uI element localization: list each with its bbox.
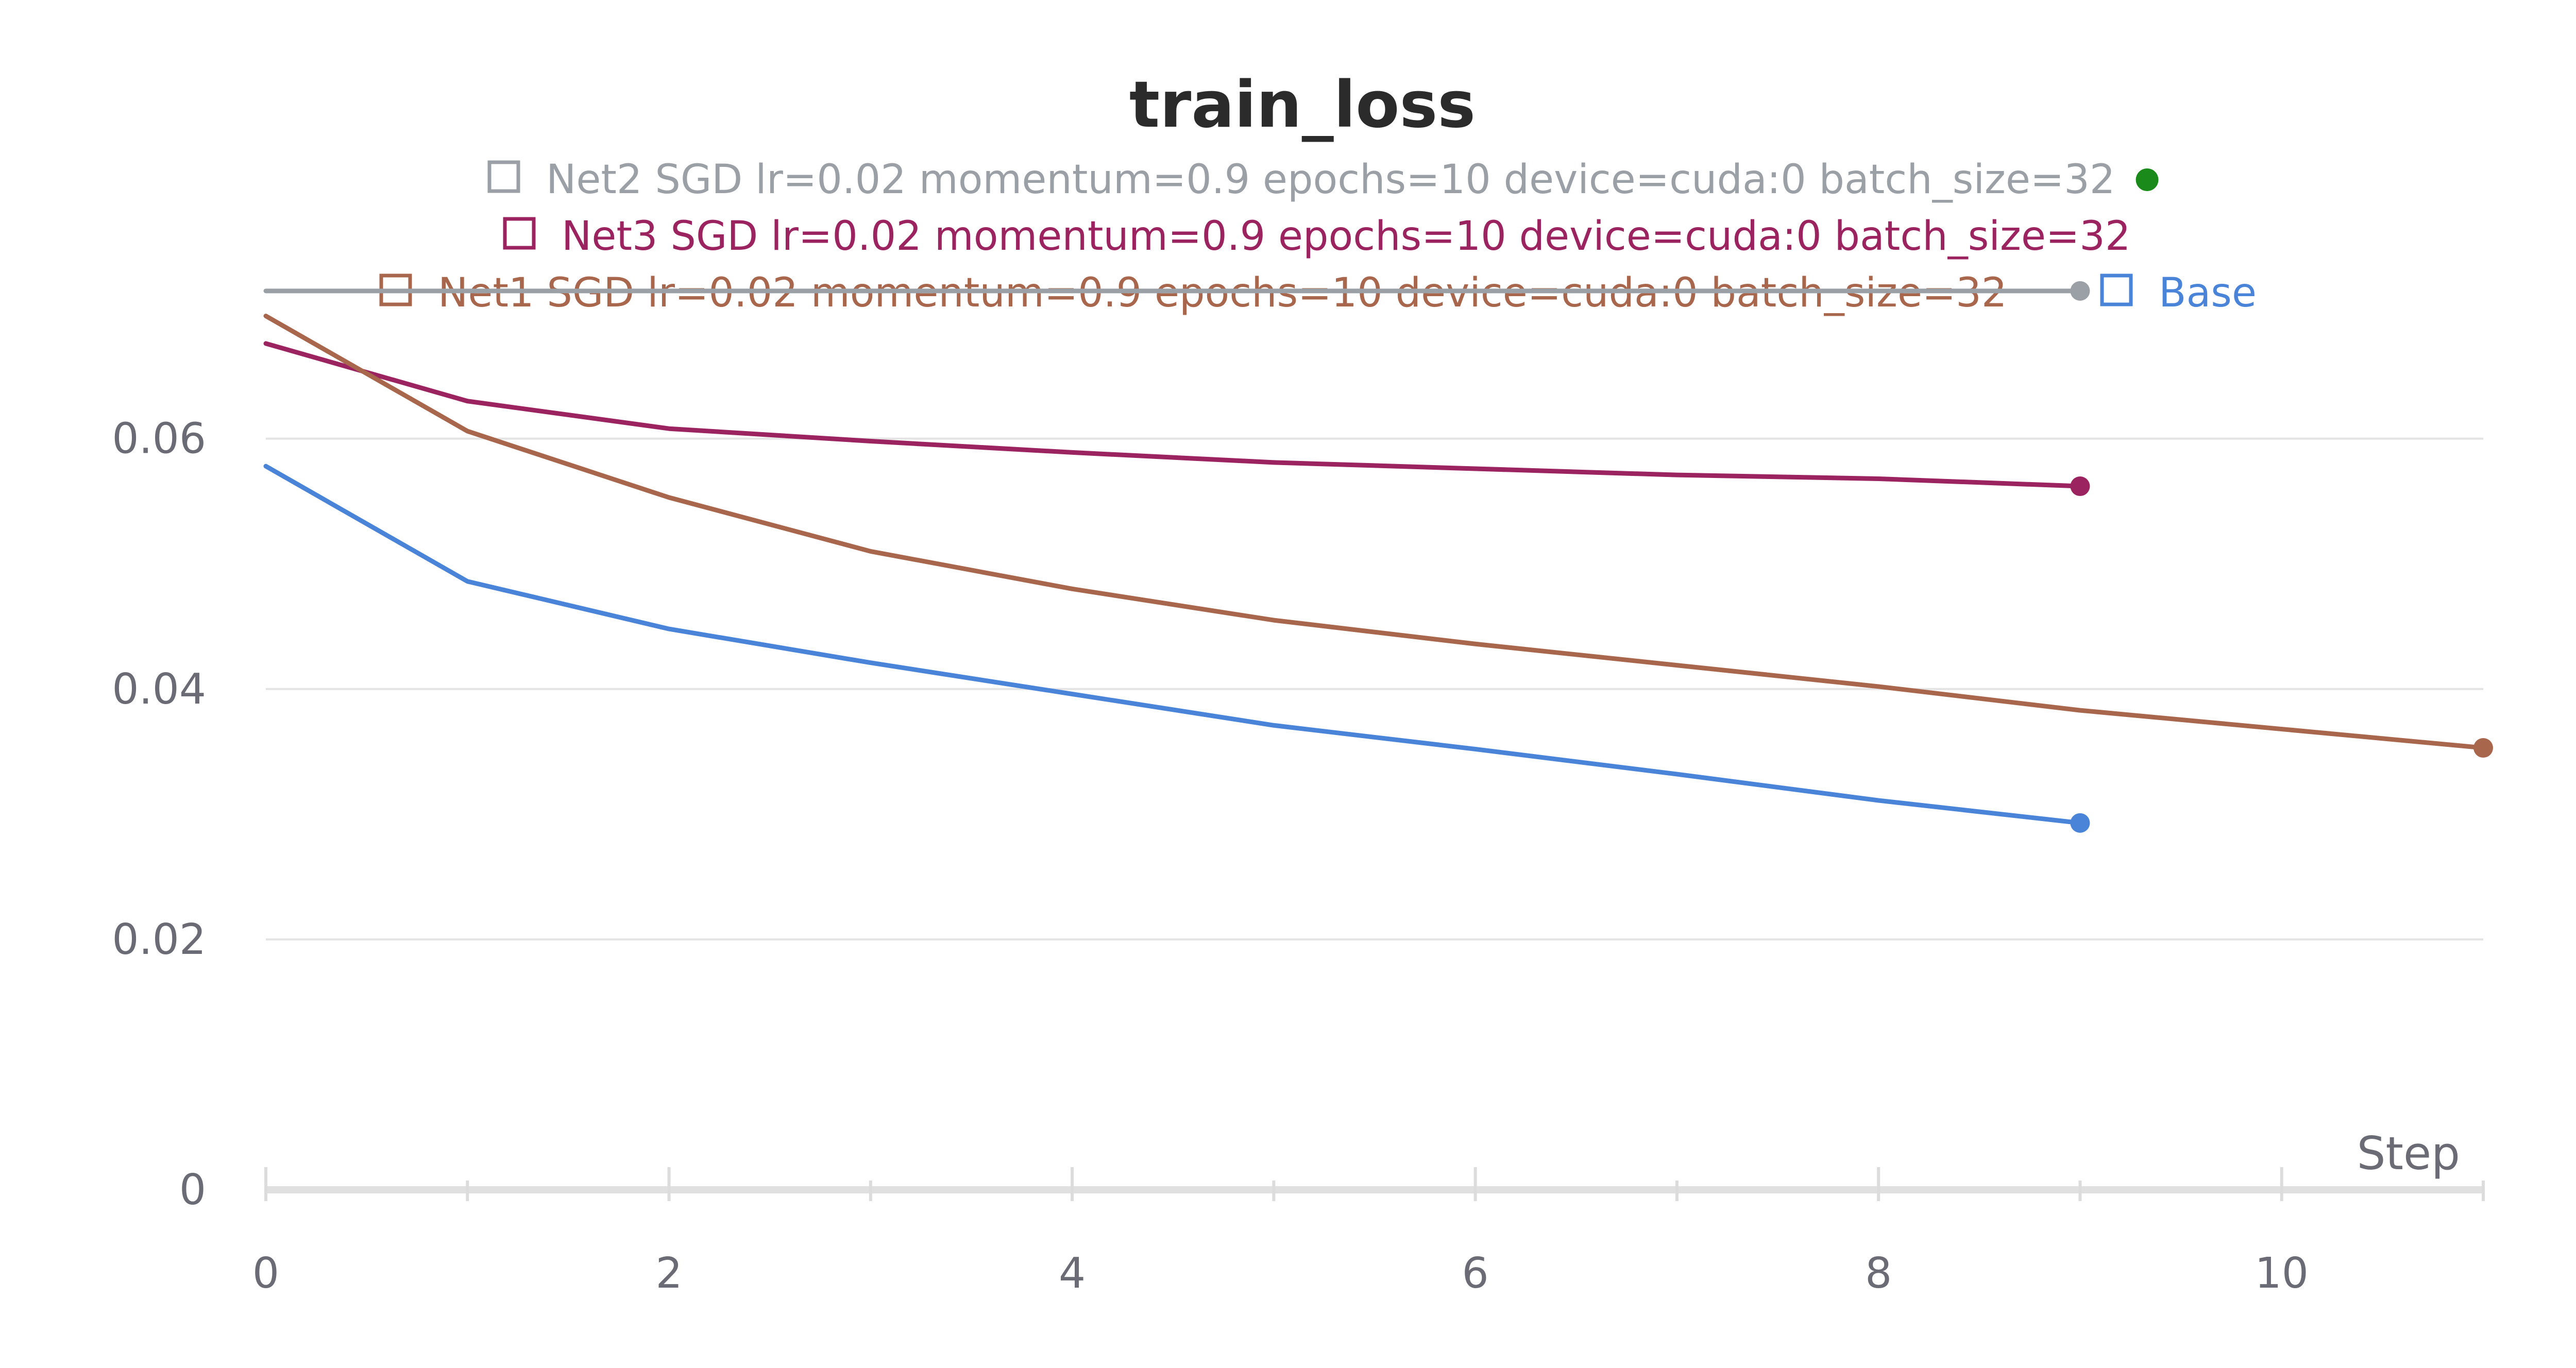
x-tick-label: 10	[2255, 1249, 2309, 1298]
y-tick-label: 0	[179, 1166, 206, 1215]
x-tick-label: 0	[252, 1249, 279, 1298]
legend-label-0: Net2 SGD lr=0.02 momentum=0.9 epochs=10 …	[546, 157, 2115, 203]
chart-title: train_loss	[1129, 68, 1476, 142]
x-tick-label: 4	[1059, 1249, 1086, 1298]
x-tick-label: 2	[655, 1249, 682, 1298]
x-tick-label: 6	[1462, 1249, 1489, 1298]
x-tick-label: 8	[1865, 1249, 1892, 1298]
series-end-marker-2	[2473, 738, 2493, 758]
grid-lines	[266, 437, 2483, 940]
y-tick-label: 0.06	[112, 415, 206, 464]
x-axis-label: Step	[2357, 1127, 2460, 1180]
series-end-marker-3	[2070, 813, 2090, 833]
series-line-1	[263, 341, 2082, 489]
series-layer	[263, 281, 2493, 833]
series-line-3	[263, 464, 2082, 826]
legend-swatch-1	[503, 217, 536, 250]
series-line-2	[263, 313, 2486, 750]
series-end-marker-1	[2070, 476, 2090, 497]
legend-swatch-3	[2100, 273, 2133, 306]
legend-label-1: Net3 SGD lr=0.02 momentum=0.9 epochs=10 …	[562, 213, 2131, 260]
legend-status-dot	[2136, 168, 2159, 191]
axes: 0 0.02 0.04 0.06 0 2 4 6 8 10	[112, 415, 2485, 1298]
series-end-marker-0	[2070, 281, 2090, 301]
legend-swatch-0	[487, 160, 520, 193]
legend-label-3: Base	[2159, 270, 2257, 316]
y-tick-label: 0.02	[112, 915, 206, 964]
y-tick-label: 0.04	[112, 665, 206, 714]
